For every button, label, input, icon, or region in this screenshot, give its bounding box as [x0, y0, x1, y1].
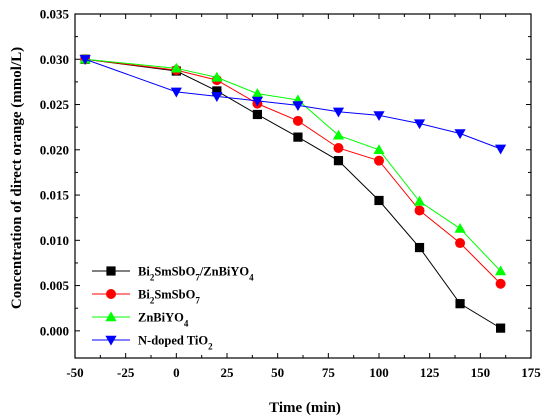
data-point: [170, 87, 182, 98]
data-point: [333, 142, 344, 153]
y-tick-label: 0.015: [40, 188, 70, 203]
legend-label-subscript: 2: [150, 296, 155, 306]
legend-label-subscript: 2: [150, 273, 155, 283]
data-point: [374, 195, 384, 206]
data-point: [333, 156, 344, 166]
data-point: [454, 222, 466, 233]
series-1: [80, 54, 506, 289]
series-3: [79, 55, 507, 155]
legend-label-part: SmSbO: [154, 265, 195, 279]
x-tick-label: 175: [521, 365, 541, 380]
data-point: [79, 55, 91, 65]
data-point: [373, 144, 385, 154]
data-point: [373, 111, 385, 121]
data-point: [332, 107, 345, 118]
data-point: [170, 62, 182, 73]
x-axis-label: Time (min): [269, 400, 341, 416]
x-tick-label: 50: [271, 365, 284, 380]
legend-label-subscript: 2: [208, 342, 213, 352]
legend-marker: [105, 311, 117, 322]
y-tick-label: 0.000: [40, 323, 69, 338]
legend-marker: [105, 335, 117, 346]
y-tick-label: 0.030: [40, 52, 69, 67]
data-point: [374, 155, 384, 166]
legend-label-subscript: 4: [249, 273, 254, 283]
legend-entry: N-doped TiO2: [92, 334, 213, 352]
data-point: [495, 265, 507, 276]
data-point: [414, 242, 425, 253]
data-point: [211, 71, 223, 82]
data-point: [413, 195, 426, 206]
legend-label-part: ZnBiYO: [138, 311, 184, 325]
x-tick-label: 100: [369, 365, 389, 380]
data-point: [455, 299, 465, 309]
data-point: [292, 115, 303, 126]
data-point: [212, 86, 222, 96]
data-point: [292, 101, 304, 112]
legend-label: ZnBiYO4: [138, 311, 189, 329]
legend-label-part: N-doped TiO: [138, 334, 208, 348]
legend-label: Bi2SmSbO7/ZnBiYO4: [138, 265, 254, 283]
data-point: [252, 109, 262, 120]
legend-marker: [106, 266, 116, 276]
data-point: [495, 278, 506, 289]
y-tick-label: 0.020: [40, 142, 69, 157]
y-tick-label: 0.025: [40, 97, 70, 112]
y-tick-label: 0.005: [40, 278, 70, 293]
series-line: [85, 58, 501, 285]
legend-label-subscript: 7: [195, 296, 200, 306]
legend: Bi2SmSbO7/ZnBiYO4Bi2SmSbO7ZnBiYO4N-doped…: [92, 265, 254, 352]
y-axis-label: Concentration of direct orange (mmol/L): [9, 47, 25, 309]
x-tick-label: 25: [221, 365, 235, 380]
data-point: [332, 129, 345, 140]
data-point: [496, 323, 506, 333]
data-point: [211, 92, 223, 102]
legend-label: Bi2SmSbO7: [138, 288, 200, 306]
legend-label-part: Bi: [138, 288, 150, 302]
legend-label-part: /ZnBiYO: [199, 265, 250, 279]
data-point: [454, 129, 466, 140]
data-point: [413, 119, 426, 130]
legend-label-subscript: 4: [184, 319, 189, 329]
series-line: [85, 58, 501, 272]
legend-label-subscript: 7: [195, 273, 200, 283]
series-2: [79, 53, 507, 276]
legend-entry: ZnBiYO4: [92, 311, 189, 329]
x-tick-label: 0: [173, 365, 180, 380]
series-line: [84, 58, 501, 150]
legend-entry: Bi2SmSbO7/ZnBiYO4: [92, 265, 254, 283]
axes: -50 -25 0 25 50 75 100 125 150 175 0.000 0.005 0.010…: [40, 7, 542, 381]
series-line: [85, 58, 501, 329]
legend-marker: [106, 289, 116, 299]
x-tick-label: -25: [117, 365, 135, 380]
data-point: [251, 96, 263, 107]
legend-entry: Bi2SmSbO7: [92, 288, 200, 306]
data-point: [455, 238, 466, 249]
x-tick-label: 75: [322, 365, 336, 380]
x-tick-label: 150: [471, 365, 491, 380]
data-point: [414, 205, 425, 216]
x-tick-label: 125: [420, 365, 440, 380]
legend-label-part: SmSbO: [154, 288, 195, 302]
plot-area: [79, 53, 507, 333]
legend-label: N-doped TiO2: [138, 334, 213, 352]
y-tick-label: 0.010: [40, 233, 69, 248]
data-point: [251, 88, 263, 98]
data-point: [293, 132, 303, 142]
y-tick-label: 0.035: [40, 7, 70, 22]
legend-label-part: Bi: [138, 265, 150, 279]
x-tick-label: -50: [66, 365, 83, 380]
data-point: [495, 144, 507, 155]
